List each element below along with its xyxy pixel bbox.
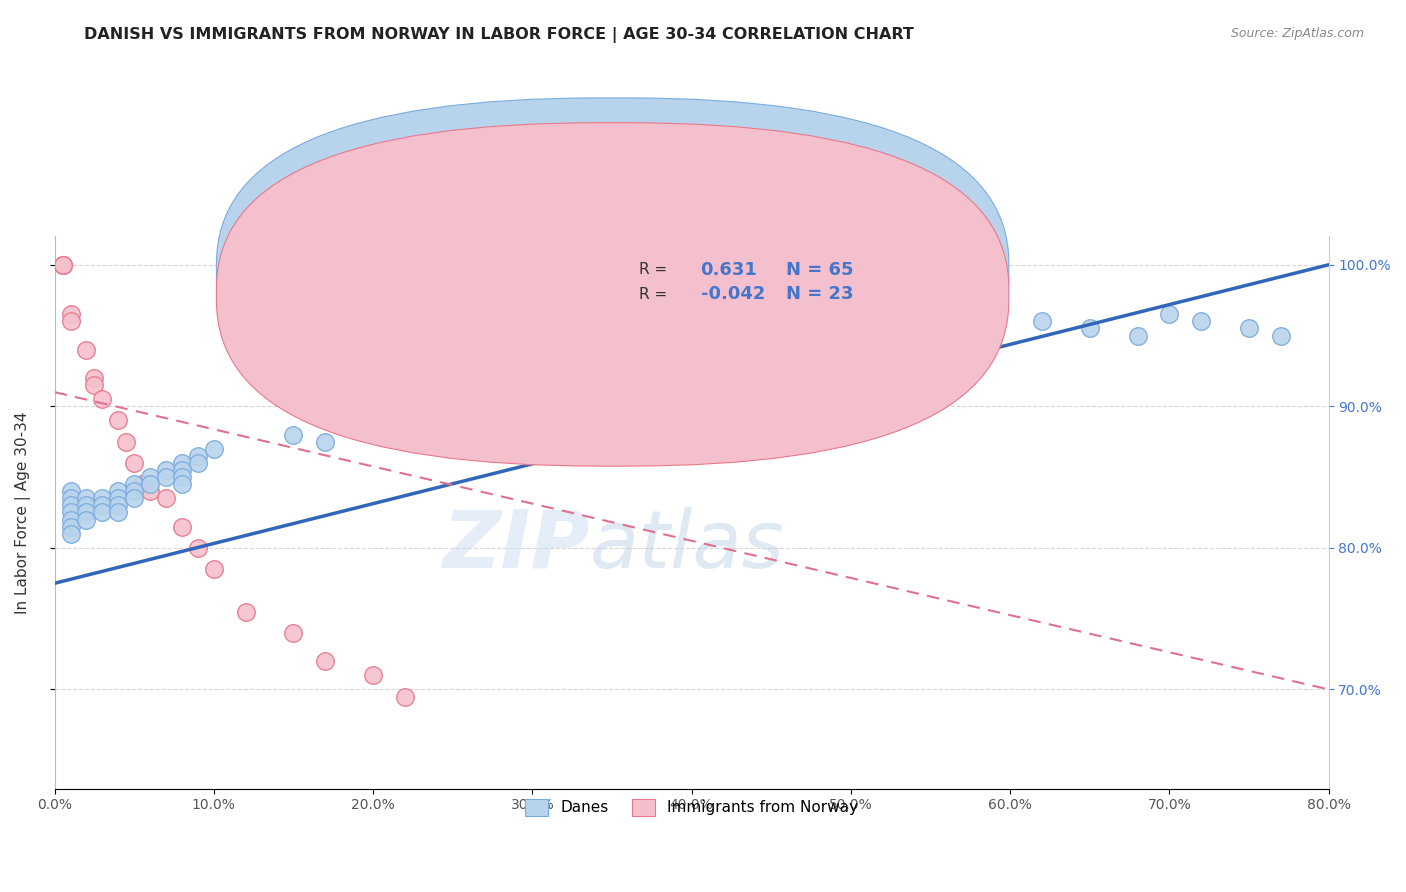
Point: [283, 625, 305, 640]
Point: [52, 258, 75, 272]
Point: [839, 343, 862, 357]
Point: [170, 463, 193, 477]
FancyBboxPatch shape: [571, 247, 896, 322]
Point: [1189, 314, 1212, 328]
Text: R =: R =: [640, 287, 668, 301]
Point: [52, 258, 75, 272]
Point: [107, 413, 129, 427]
Point: [170, 456, 193, 470]
FancyBboxPatch shape: [217, 123, 1010, 467]
Point: [83, 371, 105, 385]
Point: [235, 605, 257, 619]
Text: ZIP: ZIP: [443, 507, 589, 584]
Point: [59, 499, 82, 513]
Point: [155, 463, 177, 477]
Point: [59, 512, 82, 526]
Point: [91, 499, 114, 513]
Text: Source: ZipAtlas.com: Source: ZipAtlas.com: [1230, 27, 1364, 40]
Point: [139, 470, 162, 484]
Y-axis label: In Labor Force | Age 30-34: In Labor Force | Age 30-34: [15, 411, 31, 614]
Text: atlas: atlas: [589, 507, 785, 584]
Point: [75, 491, 97, 506]
Point: [394, 406, 416, 420]
Point: [155, 470, 177, 484]
Point: [202, 442, 225, 456]
Text: N = 23: N = 23: [786, 285, 853, 303]
Point: [409, 413, 432, 427]
Text: -0.042: -0.042: [700, 285, 765, 303]
Point: [115, 434, 138, 449]
Point: [107, 506, 129, 520]
Point: [107, 484, 129, 499]
Point: [202, 562, 225, 576]
Point: [920, 328, 942, 343]
Text: 0.631: 0.631: [700, 260, 758, 278]
Point: [187, 456, 209, 470]
Point: [52, 258, 75, 272]
Point: [122, 484, 145, 499]
Point: [122, 491, 145, 506]
Point: [59, 526, 82, 541]
Point: [872, 350, 894, 364]
Point: [1078, 321, 1101, 335]
Point: [1159, 307, 1181, 321]
Point: [967, 335, 990, 350]
Point: [107, 491, 129, 506]
Point: [1031, 314, 1053, 328]
Text: R =: R =: [640, 262, 668, 277]
Point: [361, 668, 384, 682]
Point: [91, 491, 114, 506]
Point: [75, 343, 97, 357]
Point: [122, 456, 145, 470]
Point: [441, 400, 464, 414]
Point: [75, 506, 97, 520]
Point: [155, 491, 177, 506]
Text: N = 65: N = 65: [786, 260, 853, 278]
Point: [83, 378, 105, 392]
Legend: Danes, Immigrants from Norway: Danes, Immigrants from Norway: [519, 792, 863, 822]
Point: [107, 499, 129, 513]
Point: [1270, 328, 1292, 343]
Point: [59, 484, 82, 499]
Text: DANISH VS IMMIGRANTS FROM NORWAY IN LABOR FORCE | AGE 30-34 CORRELATION CHART: DANISH VS IMMIGRANTS FROM NORWAY IN LABO…: [84, 27, 914, 43]
Point: [122, 477, 145, 491]
Point: [522, 385, 544, 400]
Point: [474, 406, 496, 420]
Point: [170, 470, 193, 484]
Point: [170, 519, 193, 533]
Point: [361, 413, 384, 427]
Point: [569, 378, 592, 392]
Point: [187, 449, 209, 463]
Point: [1126, 328, 1149, 343]
Point: [91, 506, 114, 520]
Point: [1237, 321, 1260, 335]
Point: [59, 307, 82, 321]
Point: [139, 477, 162, 491]
FancyBboxPatch shape: [217, 98, 1010, 442]
Point: [170, 477, 193, 491]
Point: [139, 484, 162, 499]
Point: [131, 477, 153, 491]
Point: [59, 519, 82, 533]
Point: [91, 392, 114, 407]
Point: [187, 541, 209, 555]
Point: [283, 427, 305, 442]
Point: [314, 654, 336, 668]
Point: [59, 314, 82, 328]
Point: [59, 491, 82, 506]
Point: [394, 690, 416, 704]
Point: [314, 434, 336, 449]
Point: [713, 371, 735, 385]
Point: [75, 512, 97, 526]
Point: [59, 506, 82, 520]
Point: [681, 364, 703, 378]
Point: [75, 499, 97, 513]
Point: [600, 385, 623, 400]
